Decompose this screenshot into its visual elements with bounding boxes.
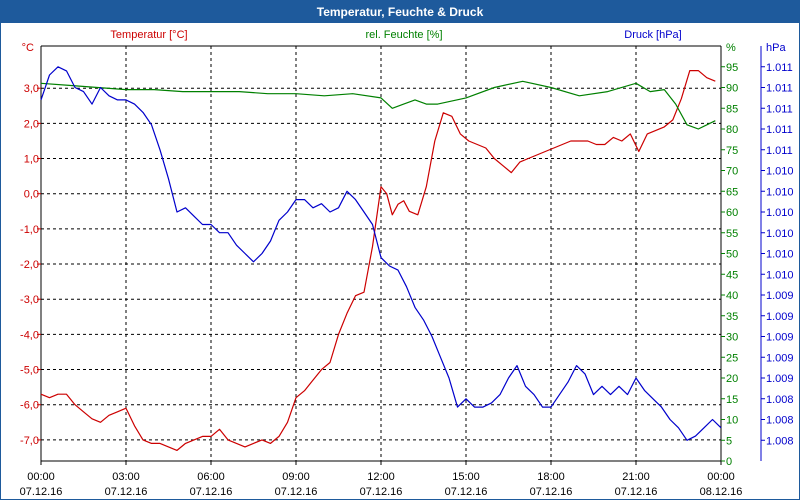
- temperature-tick-label: -3,0: [20, 294, 39, 306]
- temperature-tick-label: -7,0: [20, 435, 39, 447]
- temperature-tick-label: -2,0: [20, 259, 39, 271]
- series-label-temperature: Temperatur [°C]: [110, 29, 187, 41]
- x-tick-time-label: 12:00: [367, 471, 395, 483]
- x-tick-date-label: 07.12.16: [530, 486, 573, 498]
- humidity-tick-label: 30: [726, 332, 738, 344]
- x-tick-time-label: 00:00: [707, 471, 735, 483]
- pressure-tick-label: 1.010: [766, 166, 794, 178]
- x-tick-date-label: 07.12.16: [275, 486, 318, 498]
- x-tick-date-label: 08.12.16: [700, 486, 743, 498]
- x-tick-date-label: 07.12.16: [360, 486, 403, 498]
- series-label-pressure: Druck [hPa]: [624, 29, 681, 41]
- pressure-tick-label: 1.008: [766, 435, 794, 447]
- x-tick-time-label: 09:00: [282, 471, 310, 483]
- temperature-tick-label: 1,0: [24, 154, 39, 166]
- temperature-tick-label: -4,0: [20, 329, 39, 341]
- humidity-tick-label: 15: [726, 394, 738, 406]
- pressure-tick-label: 1.011: [766, 62, 793, 74]
- pressure-tick-label: 1.010: [766, 249, 794, 261]
- humidity-tick-label: 5: [726, 435, 732, 447]
- humidity-tick-label: 25: [726, 352, 738, 364]
- humidity-tick-label: 60: [726, 207, 738, 219]
- humidity-tick-label: 10: [726, 415, 738, 427]
- humidity-tick-label: 50: [726, 249, 738, 261]
- humidity-tick-label: 65: [726, 186, 738, 198]
- x-tick-time-label: 15:00: [452, 471, 480, 483]
- x-tick-time-label: 00:00: [27, 471, 55, 483]
- temperature-unit-label: °C: [22, 42, 34, 54]
- pressure-tick-label: 1.009: [766, 332, 794, 344]
- humidity-tick-label: 40: [726, 290, 738, 302]
- series-line-temperature: [40, 70, 716, 451]
- humidity-tick-label: 95: [726, 62, 738, 74]
- pressure-tick-label: 1.010: [766, 186, 794, 198]
- pressure-tick-label: 1.008: [766, 394, 794, 406]
- humidity-tick-label: 20: [726, 373, 738, 385]
- humidity-tick-label: 85: [726, 103, 738, 115]
- window-title: Temperatur, Feuchte & Druck: [1, 1, 799, 23]
- humidity-tick-label: 70: [726, 166, 738, 178]
- x-tick-date-label: 07.12.16: [105, 486, 148, 498]
- humidity-tick-label: 35: [726, 311, 738, 323]
- humidity-tick-label: 55: [726, 228, 738, 240]
- humidity-tick-label: 90: [726, 83, 738, 95]
- pressure-tick-label: 1.011: [766, 103, 793, 115]
- x-tick-time-label: 21:00: [622, 471, 650, 483]
- pressure-tick-label: 1.009: [766, 311, 794, 323]
- x-tick-time-label: 06:00: [197, 471, 225, 483]
- humidity-tick-label: 0: [726, 456, 732, 468]
- temperature-tick-label: 0,0: [24, 189, 39, 201]
- pressure-tick-label: 1.011: [766, 145, 793, 157]
- pressure-tick-label: 1.010: [766, 228, 794, 240]
- humidity-tick-label: 45: [726, 269, 738, 281]
- pressure-tick-label: 1.009: [766, 373, 794, 385]
- temperature-tick-label: -5,0: [20, 365, 39, 377]
- pressure-tick-label: 1.011: [766, 83, 793, 95]
- pressure-unit-label: hPa: [766, 42, 786, 54]
- x-tick-date-label: 07.12.16: [20, 486, 63, 498]
- x-tick-date-label: 07.12.16: [445, 486, 488, 498]
- pressure-tick-label: 1.010: [766, 207, 794, 219]
- series-line-pressure: [40, 66, 722, 441]
- temperature-tick-label: 3,0: [24, 83, 39, 95]
- temperature-tick-label: -1,0: [20, 224, 39, 236]
- x-tick-time-label: 18:00: [537, 471, 565, 483]
- temperature-tick-label: 2,0: [24, 118, 39, 130]
- temperature-tick-label: -6,0: [20, 400, 39, 412]
- x-tick-time-label: 03:00: [112, 471, 140, 483]
- x-tick-date-label: 07.12.16: [190, 486, 233, 498]
- humidity-unit-label: %: [726, 42, 736, 54]
- pressure-tick-label: 1.011: [766, 124, 793, 136]
- pressure-tick-label: 1.009: [766, 290, 794, 302]
- series-line-humidity: [40, 80, 716, 130]
- pressure-tick-label: 1.009: [766, 352, 794, 364]
- series-label-humidity: rel. Feuchte [%]: [365, 29, 442, 41]
- humidity-tick-label: 75: [726, 145, 738, 157]
- pressure-tick-label: 1.008: [766, 415, 794, 427]
- pressure-tick-label: 1.010: [766, 269, 794, 281]
- x-tick-date-label: 07.12.16: [615, 486, 658, 498]
- humidity-tick-label: 80: [726, 124, 738, 136]
